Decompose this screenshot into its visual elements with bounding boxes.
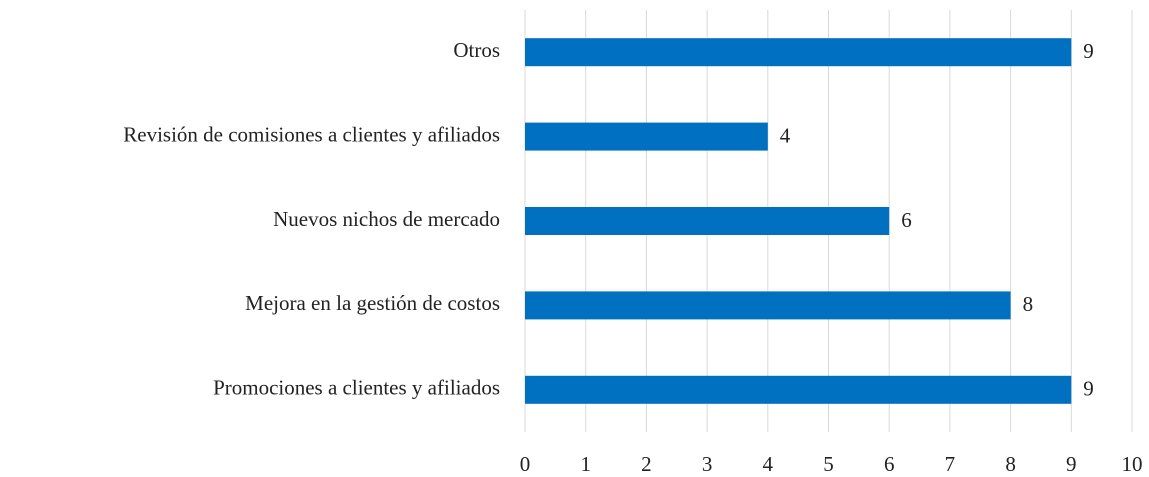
bar bbox=[525, 38, 1072, 67]
data-label: 9 bbox=[1083, 377, 1094, 401]
y-tick-label: Revisión de comisiones a clientes y afil… bbox=[123, 122, 500, 146]
x-tick-label: 4 bbox=[763, 452, 774, 476]
bar bbox=[525, 291, 1011, 320]
x-tick-label: 5 bbox=[823, 452, 834, 476]
x-tick-label: 2 bbox=[641, 452, 652, 476]
bar bbox=[525, 122, 768, 151]
data-label: 6 bbox=[901, 208, 912, 232]
data-label: 4 bbox=[780, 123, 791, 147]
x-tick-label: 0 bbox=[520, 452, 531, 476]
x-tick-label: 1 bbox=[580, 452, 591, 476]
x-tick-label: 7 bbox=[945, 452, 956, 476]
x-tick-label: 8 bbox=[1005, 452, 1016, 476]
y-tick-label: Mejora en la gestión de costos bbox=[245, 291, 500, 315]
y-tick-label: Promociones a clientes y afiliados bbox=[213, 376, 500, 400]
x-tick-label: 10 bbox=[1122, 452, 1143, 476]
data-label: 8 bbox=[1023, 292, 1034, 316]
x-tick-label: 6 bbox=[884, 452, 895, 476]
y-tick-label: Nuevos nichos de mercado bbox=[273, 207, 500, 231]
data-label: 9 bbox=[1083, 39, 1094, 63]
y-tick-label: Otros bbox=[453, 38, 500, 62]
x-tick-label: 9 bbox=[1066, 452, 1077, 476]
x-tick-label: 3 bbox=[702, 452, 713, 476]
bar bbox=[525, 375, 1072, 404]
bar bbox=[525, 207, 890, 235]
